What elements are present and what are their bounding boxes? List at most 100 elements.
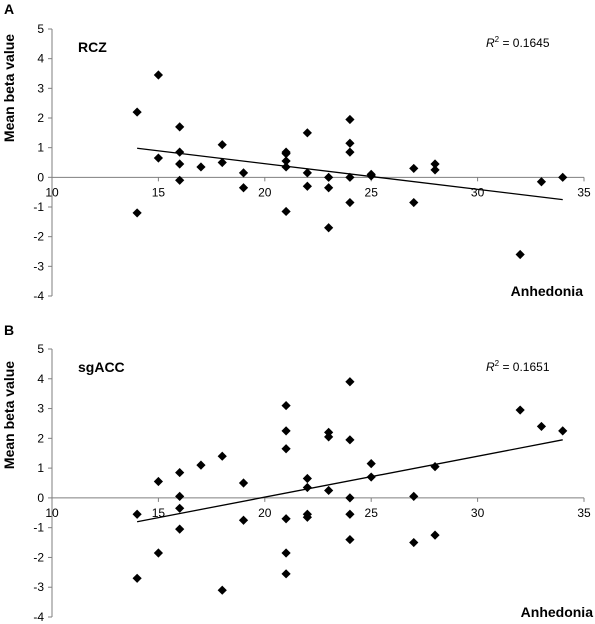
x-tick-label: 10 [45,185,59,199]
data-point [281,156,291,166]
data-point [558,172,568,182]
x-tick-label: 20 [258,185,272,199]
y-tick-label: 2 [37,431,44,445]
data-point [366,472,376,482]
panel-a: A Mean beta value RCZ R2 = 0.1645 Anhedo… [1,1,591,303]
x-tick-label: 30 [471,506,485,520]
data-point [132,509,142,519]
data-point [153,70,163,80]
data-point [238,168,249,178]
x-axis-label: Anhedonia [521,604,594,620]
trend-line [136,439,563,523]
region-label: sgACC [78,359,125,375]
y-tick-label: -3 [33,259,44,273]
x-tick-label: 25 [365,185,379,199]
data-point [345,147,355,157]
x-tick-label: 35 [577,506,591,520]
data-point [302,168,312,178]
data-point [345,534,355,545]
data-point [153,548,163,558]
x-tick-label: 10 [45,506,59,520]
y-tick-label: 5 [37,342,44,356]
y-axis-label: Mean beta value [1,34,17,142]
data-point [132,107,142,117]
data-point [175,491,185,501]
y-tick-label: 0 [37,491,44,505]
data-point [175,122,185,132]
data-point [515,249,525,260]
data-point [175,147,185,157]
y-axis-label: Mean beta value [1,361,17,469]
data-point [345,138,355,148]
data-point [175,467,185,478]
x-tick-label: 20 [258,506,272,520]
data-point [536,421,547,432]
y-tick-label: -1 [33,200,44,214]
data-point [409,537,419,548]
y-tick-label: 4 [37,52,44,66]
data-point [345,509,355,519]
data-point [281,514,291,524]
data-point [324,223,334,233]
data-point [132,208,142,218]
data-point [345,493,355,503]
y-tick-label: 3 [37,402,44,416]
y-tick-label: -4 [33,289,44,303]
y-tick-label: 2 [37,111,44,125]
data-point [324,172,334,182]
data-point [430,165,440,175]
panel-letter: B [4,322,14,338]
x-tick-label: 15 [152,185,166,199]
r-squared-value: = 0.1645 [499,36,550,50]
r-squared-symbol: R [486,36,495,50]
data-point [281,569,291,579]
y-tick-label: 1 [37,141,44,155]
data-point [430,159,440,169]
data-point [345,114,355,125]
r-squared-symbol: R [486,360,495,374]
data-point [281,206,291,217]
data-point [238,478,249,488]
y-tick-label: 4 [37,372,44,386]
r-squared-label: R2 = 0.1645 [486,35,550,50]
data-point [324,432,334,442]
data-point [281,149,291,159]
data-point [175,503,185,513]
data-point [153,476,163,487]
y-tick-label: 3 [37,81,44,95]
data-point [153,153,163,163]
data-point [281,400,291,411]
data-point [281,162,291,172]
data-point [217,140,227,150]
r-squared-superscript: 2 [495,359,500,368]
data-point [324,183,334,193]
r-squared-value: = 0.1651 [499,360,550,374]
x-tick-label: 30 [471,185,485,199]
region-label: RCZ [78,39,107,55]
y-tick-label: -4 [33,610,44,624]
data-point [366,171,376,181]
x-tick-label: 35 [577,185,591,199]
data-point [345,435,355,445]
r-squared-label: R2 = 0.1651 [486,359,550,374]
y-tick-label: -1 [33,521,44,535]
data-point [536,177,547,187]
data-point [217,451,227,461]
data-point [217,585,227,595]
x-axis-label: Anhedonia [511,283,584,299]
y-tick-label: 5 [37,22,44,36]
r-squared-superscript: 2 [495,35,500,44]
data-point [409,491,419,501]
data-point [515,405,525,415]
data-point [302,512,312,522]
y-tick-label: -2 [33,230,44,244]
data-point [302,128,312,138]
data-point [175,524,185,534]
data-point [238,183,249,193]
data-point [238,515,249,525]
data-point [366,459,376,469]
data-point [302,473,312,484]
data-point [217,157,227,168]
data-point [324,485,334,496]
